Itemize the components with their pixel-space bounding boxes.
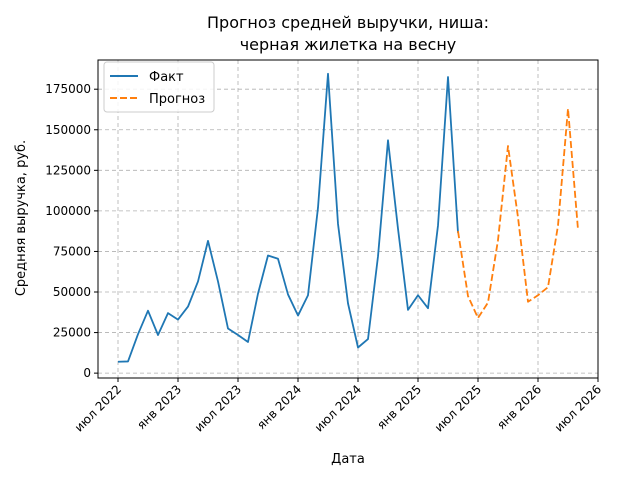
y-tick-label: 100000 xyxy=(45,204,91,218)
y-axis-label: Средняя выручка, руб. xyxy=(14,140,29,296)
grid xyxy=(98,60,599,378)
x-tick-label: июл 2024 xyxy=(312,382,364,434)
x-tick-label: июл 2022 xyxy=(72,382,124,434)
legend: Факт Прогноз xyxy=(103,61,215,113)
x-tick-label: июл 2026 xyxy=(552,382,604,434)
y-tick-label: 50000 xyxy=(53,285,91,299)
y-tick-label: 75000 xyxy=(53,244,91,258)
legend-box xyxy=(103,61,215,113)
y-tick-label: 150000 xyxy=(45,123,91,137)
axis-ticks: июл 2022 янв 2023 июл 2023 янв 2024 июл 2024… xyxy=(45,82,604,434)
x-tick-label: июл 2023 xyxy=(192,382,244,434)
y-tick-label: 25000 xyxy=(53,326,91,340)
x-tick-label: янв 2025 xyxy=(374,382,424,432)
y-tick-label: 0 xyxy=(83,366,91,380)
forecast-series-line xyxy=(457,107,579,319)
legend-label-forecast: Прогноз xyxy=(149,92,205,107)
x-tick-label: янв 2024 xyxy=(254,382,304,432)
x-axis-label: Дата xyxy=(331,452,365,467)
x-tick-label: янв 2026 xyxy=(494,382,544,432)
plot-lines xyxy=(117,72,579,363)
x-tick-label: июл 2025 xyxy=(432,382,484,434)
y-tick-label: 175000 xyxy=(45,82,91,96)
legend-label-actual: Факт xyxy=(149,70,184,85)
y-tick-label: 125000 xyxy=(45,163,91,177)
x-tick-label: янв 2023 xyxy=(134,382,184,432)
chart-title-line-1: Прогноз средней выручки, ниша: xyxy=(207,13,489,32)
actual-series-line xyxy=(117,72,459,363)
chart-title-line-2: черная жилетка на весну xyxy=(240,35,457,54)
plot-area-frame xyxy=(97,59,599,379)
